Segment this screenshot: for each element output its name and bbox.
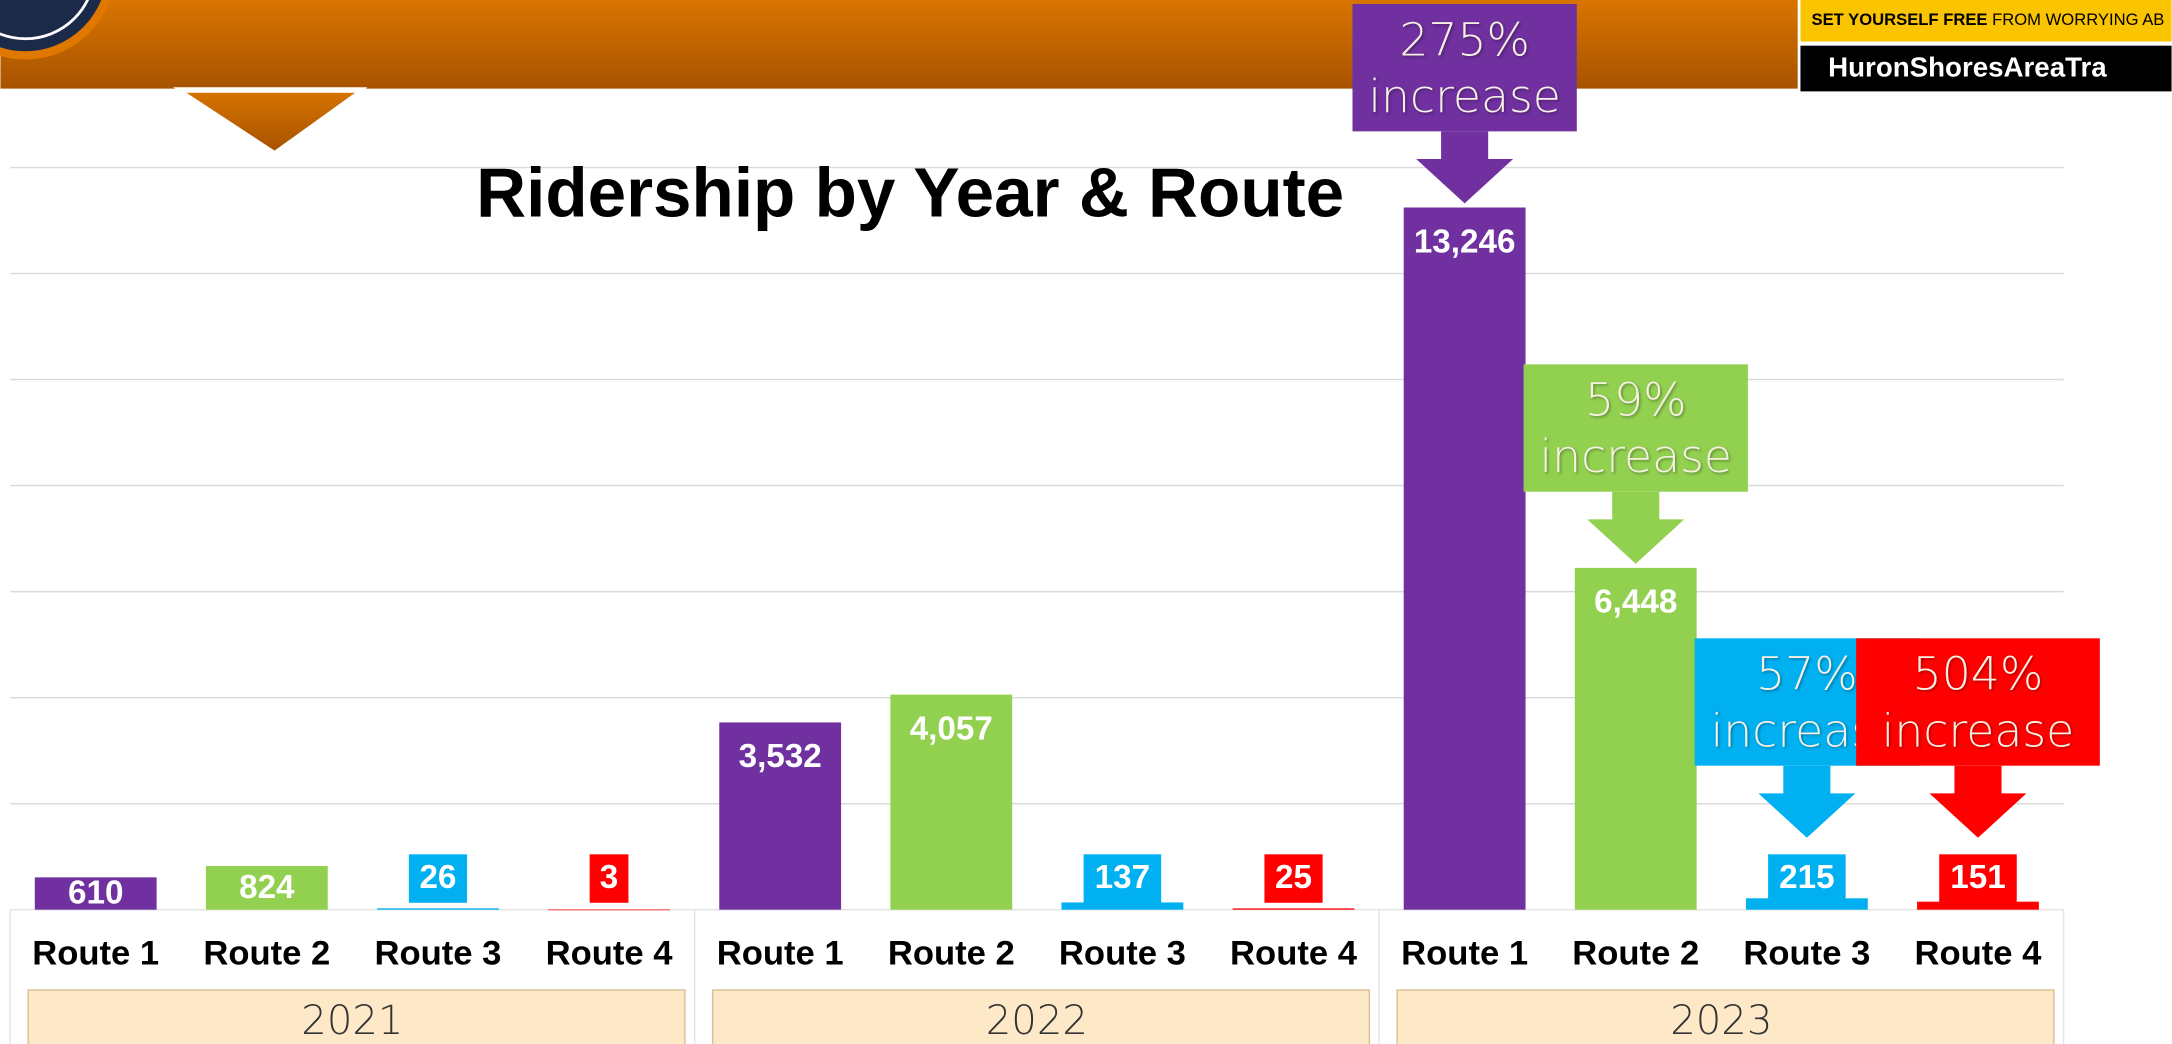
label-box: [1083, 854, 1162, 903]
route-label: Route 3: [374, 935, 501, 973]
callout-text: 275% increase: [1368, 12, 1561, 124]
value-label: 137: [1095, 859, 1150, 896]
year-label: 2023: [1670, 998, 1772, 1044]
route-label: Route 1: [1401, 935, 1528, 973]
value-label: 13,246: [1414, 223, 1516, 260]
label-box: [1768, 854, 1846, 903]
callout: 59% increase: [1539, 372, 1733, 484]
route-label: Route 4: [1915, 935, 2043, 973]
banner-pointer: [173, 87, 368, 154]
tagline-rest: FROM WORRYING AB: [1992, 10, 2164, 29]
callout-arrow: [1929, 765, 2027, 838]
value-label: 3: [600, 859, 618, 896]
callout-arrow: [1416, 131, 1514, 204]
value-label: 151: [1950, 859, 2005, 896]
value-label: 4,057: [910, 710, 993, 747]
callout-arrow: [1587, 491, 1685, 564]
bar: [34, 877, 157, 910]
label-box: [1939, 854, 2017, 903]
route-label: Route 4: [546, 935, 674, 973]
value-label: 26: [419, 859, 456, 896]
year-box: [711, 989, 1371, 1044]
year-label: 2022: [986, 998, 1088, 1044]
route-label: Route 3: [1743, 935, 1870, 973]
logo-ring: [0, 0, 90, 41]
value-label: 3,532: [739, 738, 822, 775]
chart-title: Ridership by Year & Route: [476, 153, 1344, 231]
year-box: [27, 989, 686, 1044]
tagline: SET YOURSELF FREE FROM WORRYING AB: [1812, 10, 2165, 29]
site-name: HuronShoresAreaTra: [1828, 52, 2107, 83]
label-box: [589, 854, 629, 903]
bar: [1574, 567, 1697, 910]
value-label: 215: [1779, 859, 1834, 896]
bar: [1917, 901, 2039, 910]
plot: [9, 166, 2065, 1044]
callout-text: 59% increase: [1539, 372, 1733, 484]
header: SET YOURSELF FREE FROM WORRYING AB Huron…: [0, 0, 2172, 154]
callout-text: 504% increase: [1881, 646, 2075, 758]
value-label: 25: [1275, 859, 1312, 896]
year-box: [1396, 989, 2055, 1044]
tagline-bold: SET YOURSELF FREE: [1812, 10, 1988, 29]
callout: 504% increase: [1881, 646, 2075, 758]
value-label: 824: [239, 869, 295, 906]
bar: [1745, 898, 1868, 910]
route-label: Route 3: [1059, 935, 1186, 973]
label-box: [1264, 854, 1323, 903]
bar: [377, 908, 499, 910]
label-box: [408, 854, 468, 903]
route-label: Route 1: [717, 935, 844, 973]
bar: [548, 909, 670, 911]
year-label: 2021: [301, 998, 403, 1044]
banner-edge: [0, 88, 1798, 93]
callout: 275% increase: [1368, 12, 1561, 124]
callout-box: [1523, 364, 1748, 492]
route-label: Route 2: [1572, 935, 1699, 973]
tagline-strip: [1800, 0, 2172, 42]
route-label: Route 2: [203, 935, 330, 973]
bar: [205, 866, 328, 910]
callout-box: [1352, 3, 1577, 132]
value-label: 6,448: [1594, 584, 1677, 621]
route-label: Route 2: [888, 935, 1015, 973]
bar: [890, 694, 1013, 910]
value-label: 610: [68, 875, 123, 912]
route-label: Route 1: [32, 935, 159, 973]
callout-box: [1856, 638, 2100, 766]
bar: [1061, 902, 1184, 910]
bar: [1232, 908, 1355, 910]
bar: [719, 722, 842, 910]
route-label: Route 4: [1230, 935, 1358, 973]
callout-arrow: [1758, 765, 1856, 838]
bar: [1403, 207, 1526, 910]
site-strip: [1800, 45, 2172, 92]
